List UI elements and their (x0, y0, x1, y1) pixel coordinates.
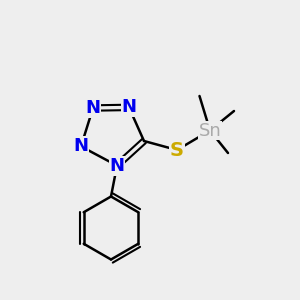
Text: S: S (170, 140, 184, 160)
Text: N: N (122, 98, 136, 116)
Text: N: N (85, 99, 100, 117)
Text: Sn: Sn (199, 122, 221, 140)
Text: N: N (74, 137, 88, 155)
Text: N: N (110, 157, 124, 175)
